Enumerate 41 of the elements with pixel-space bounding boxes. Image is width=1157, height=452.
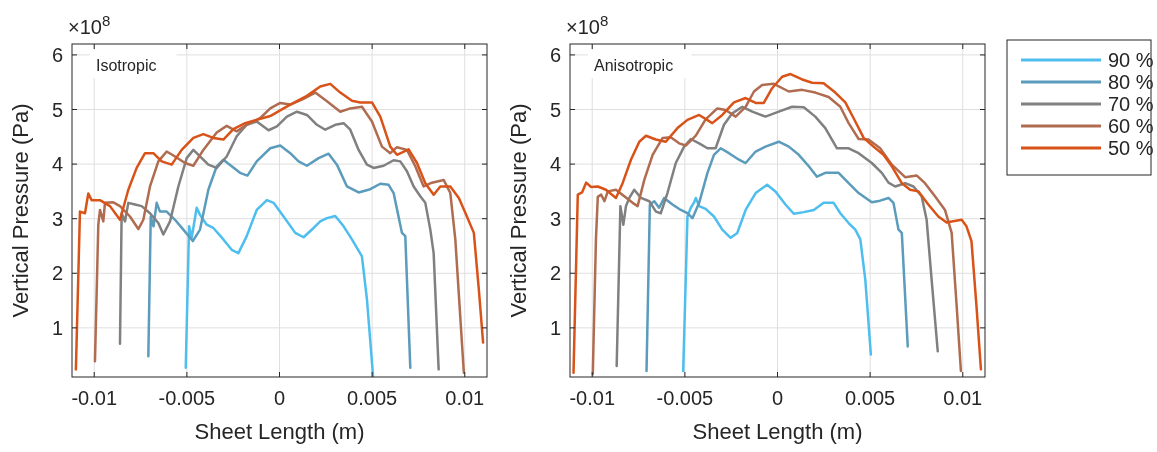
legend-label: 50 % <box>1108 137 1154 159</box>
y-tick-label: 3 <box>549 207 561 230</box>
y-tick-label: 5 <box>549 98 561 121</box>
line-series <box>645 140 909 373</box>
y-axis-title: Vertical Pressure (Pa) <box>506 103 531 318</box>
x-axis-title: Sheet Length (m) <box>692 419 863 444</box>
y-tick-label: 6 <box>51 43 63 66</box>
legend-label: 90 % <box>1108 49 1154 71</box>
x-axis-title: Sheet Length (m) <box>194 419 365 444</box>
y-tick-label: 1 <box>51 316 63 339</box>
y-tick-label: 3 <box>51 207 63 230</box>
line-series <box>118 110 440 371</box>
y-tick-label: 6 <box>549 43 561 66</box>
x-tick-label: -0.005 <box>158 387 216 409</box>
x-tick-label: 0.01 <box>943 387 983 409</box>
x-tick-label: 0.005 <box>347 387 398 409</box>
x-tick-label: 0 <box>771 387 784 409</box>
line-series <box>184 198 375 377</box>
x-tick-label: -0.01 <box>569 387 616 409</box>
y-tick-label: 2 <box>549 262 561 285</box>
legend-label: 80 % <box>1108 71 1154 93</box>
line-series <box>681 183 873 373</box>
line-series <box>615 105 940 368</box>
y-tick-label: 1 <box>549 316 561 339</box>
y-tick-label: 4 <box>51 153 63 176</box>
x-tick-label: -0.01 <box>71 387 118 409</box>
text: ×10$^{8}$ <box>68 11 111 38</box>
line-series <box>147 144 412 369</box>
y-axis-title: Vertical Pressure (Pa) <box>8 103 33 318</box>
x-tick-label: 0 <box>273 387 286 409</box>
text: ×10$^{8}$ <box>566 11 609 38</box>
x-tick-label: 0.005 <box>845 387 896 409</box>
y-tick-label: 2 <box>51 262 63 285</box>
annotation: Isotropic <box>96 57 157 74</box>
legend-label: 70 % <box>1108 93 1154 115</box>
legend-label: 60 % <box>1108 115 1154 137</box>
y-tick-label: 5 <box>51 98 63 121</box>
x-tick-label: -0.005 <box>656 387 714 409</box>
y-tick-label: 4 <box>549 153 561 176</box>
annotation: Anisotropic <box>594 57 674 74</box>
x-tick-label: 0.01 <box>445 387 485 409</box>
